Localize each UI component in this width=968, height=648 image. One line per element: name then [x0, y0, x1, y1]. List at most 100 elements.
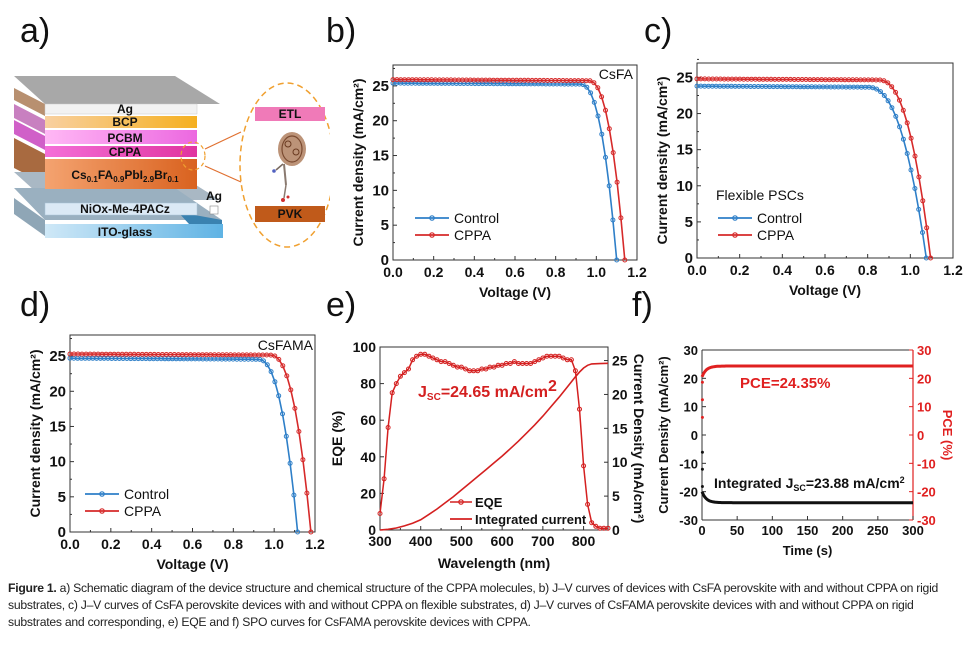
- x-tick-label: 0.6: [183, 536, 203, 552]
- data-point-eqe: [532, 359, 538, 365]
- label-cppa: CPPA: [109, 145, 142, 159]
- data-point-eqe: [540, 355, 546, 361]
- data-point-eqe: [568, 357, 574, 363]
- data-point-eqe: [426, 353, 432, 359]
- data-point-cppa: [916, 174, 922, 180]
- y2-tick-label: 5: [612, 488, 620, 504]
- data-point-control: [897, 124, 903, 130]
- data-point-control: [287, 460, 293, 466]
- data-point-cppa: [272, 353, 278, 359]
- jsc-annotation-value: =24.65 mA/cm: [441, 384, 548, 401]
- ag-electrode: [209, 205, 219, 215]
- legend-label-integrated-current: Integrated current: [475, 512, 587, 527]
- legend-label-control: Control: [454, 210, 499, 226]
- x-tick-label: 0.4: [465, 264, 485, 280]
- inset-pvk-label: PVK: [278, 207, 303, 221]
- x-tick-label: 100: [761, 523, 783, 538]
- data-point-control: [591, 99, 597, 105]
- y-tick-label: 5: [685, 214, 693, 231]
- device-schematic: Ag BCP PCBM CPPA Cs0.1FA0.9PbI2.9Br0.1 N…: [14, 76, 330, 248]
- data-point-cppa: [885, 80, 891, 86]
- data-point-cppa: [280, 363, 286, 369]
- legend-label-cppa: CPPA: [124, 503, 162, 519]
- data-point-control: [610, 217, 616, 223]
- x-axis-label: Voltage (V): [479, 284, 551, 300]
- y-tick-label: 20: [372, 113, 389, 130]
- data-point-eqe: [414, 353, 420, 359]
- zoom-highlight: [180, 141, 206, 171]
- y-tick-label: -20: [679, 485, 698, 500]
- y-tick-label: 10: [49, 454, 66, 471]
- y2-tick-label: 10: [612, 454, 628, 470]
- jsc-annotation-sup: 2: [548, 378, 557, 395]
- panel-letter-b: b): [326, 12, 357, 50]
- data-point-cppa: [893, 89, 899, 95]
- y-tick-label: 100: [353, 339, 377, 355]
- y-tick-label: 40: [360, 449, 376, 465]
- x-tick-label: 0.4: [773, 262, 793, 278]
- y-tick-label: 0: [691, 428, 698, 443]
- y-tick-label: 20: [676, 106, 693, 123]
- inset-etl-label: ETL: [279, 107, 302, 121]
- y-tick-label: -10: [679, 456, 698, 471]
- data-point-eqe: [401, 370, 407, 376]
- data-point-cppa: [292, 405, 298, 411]
- data-point-control: [893, 113, 899, 119]
- y2-axis-label: PCE (%): [940, 410, 955, 461]
- data-point-eqe: [377, 511, 383, 516]
- data-point-control: [916, 206, 922, 212]
- jsc-annotation: JSC=24.65 mA/cm2: [418, 378, 557, 403]
- layer-ag: [44, 103, 198, 115]
- series-line-control: [393, 82, 618, 261]
- data-point-cppa: [904, 120, 910, 126]
- data-point-control: [920, 230, 925, 235]
- x-tick-label: 300: [902, 523, 924, 538]
- inset-pvk-bar: [255, 206, 325, 222]
- data-point-eqe: [560, 355, 566, 361]
- y-tick-label: 15: [49, 418, 66, 435]
- y2-tick-label: 25: [612, 353, 628, 369]
- x-tick-label: 0.6: [505, 264, 525, 280]
- y-tick-label: 0: [685, 250, 693, 267]
- data-point-eqe: [381, 476, 387, 482]
- x-tick-label: 0.4: [142, 536, 162, 552]
- y-tick-label: 0: [58, 524, 66, 541]
- data-point-control: [874, 86, 880, 92]
- data-point-control: [276, 393, 282, 399]
- zoom-line-bottom: [204, 165, 242, 183]
- label-perovskite: Cs0.1FA0.9PbI2.9Br0.1: [71, 168, 179, 184]
- y-tick-label: 20: [49, 383, 66, 400]
- chart-jv-flexible: 0.0 0.2 0.4 0.6 0.8 1.0 1.2 0 5 10 15 20 25 Voltage (…: [654, 58, 963, 298]
- y-axis-label: Current density (mA/cm²): [654, 76, 670, 244]
- y-tick-label: 15: [676, 142, 693, 159]
- x-tick-label: 250: [867, 523, 889, 538]
- x-tick-label: 200: [832, 523, 854, 538]
- chart-annotation: Flexible PSCs: [716, 187, 804, 203]
- data-point-control: [291, 492, 297, 498]
- jsc-annotation-sub: SC: [427, 392, 441, 403]
- x-axis-label: Time (s): [783, 543, 833, 558]
- x-tick-label: 0.2: [424, 264, 444, 280]
- x-tick-label: 150: [797, 523, 819, 538]
- data-point-control: [599, 131, 605, 137]
- data-point-eqe: [511, 359, 517, 365]
- legend-label-control: Control: [757, 210, 802, 226]
- x-tick-label: 1.0: [587, 264, 607, 280]
- data-point-cppa: [928, 255, 934, 261]
- data-point-cppa: [595, 85, 601, 91]
- data-point-cppa: [920, 198, 926, 204]
- data-point-eqe: [385, 425, 391, 430]
- jsc-annotation-jsc-rest: =23.88 mA/cm: [806, 475, 900, 491]
- label-ag: Ag: [117, 102, 133, 116]
- data-point-eqe: [589, 520, 595, 526]
- label-bcp: BCP: [112, 115, 137, 129]
- data-point-control: [584, 84, 590, 90]
- x-tick-label: 1.2: [305, 536, 325, 552]
- y-tick-label: 0: [368, 522, 376, 538]
- legend-marker-control: [732, 215, 738, 221]
- data-point-control: [606, 183, 612, 189]
- data-point-control: [889, 105, 895, 111]
- series-line-current-density: [700, 491, 913, 505]
- chart-eqe: 300 400 500 600 700 800 0 20 40 60 80 100 0 5 10 15 20 25…: [329, 339, 647, 571]
- jsc-annotation-jsc-sup: 2: [900, 475, 905, 485]
